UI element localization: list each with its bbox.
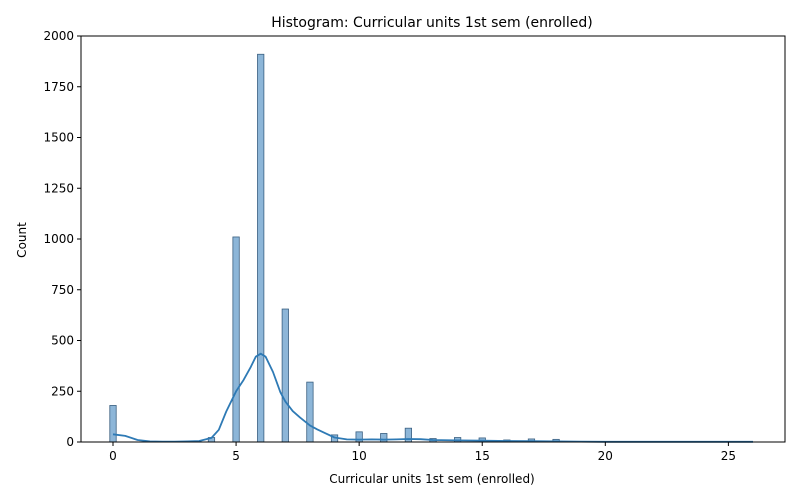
y-tick-label-0: 0 (66, 435, 74, 449)
y-tick-label-6: 1500 (43, 131, 74, 145)
x-axis-ticks: 0 5 10 15 20 25 (109, 442, 736, 463)
histogram-bar-2 (232, 236, 240, 443)
kde-curve (112, 352, 753, 443)
y-tick-label-5: 1250 (43, 181, 74, 195)
x-tick-label-5: 25 (721, 449, 736, 463)
histogram-bar-4 (281, 308, 289, 443)
x-tick-label-0: 0 (109, 449, 117, 463)
y-axis-label: Count (15, 222, 29, 258)
x-tick-label-1: 5 (232, 449, 240, 463)
plot-frame (80, 35, 786, 443)
y-tick-label-4: 1000 (43, 232, 74, 246)
x-axis-label: Curricular units 1st sem (enrolled) (329, 472, 535, 486)
histogram-bar-3 (257, 53, 265, 443)
x-tick-label-2: 10 (352, 449, 367, 463)
y-tick-label-2: 500 (51, 334, 74, 348)
kde-layer (112, 352, 753, 443)
y-tick-label-7: 1750 (43, 80, 74, 94)
y-tick-label-3: 750 (51, 283, 74, 297)
histogram-bar-8 (380, 433, 388, 443)
histogram-bar-5 (306, 381, 314, 443)
x-tick-label-4: 20 (598, 449, 613, 463)
plot-area (109, 53, 560, 443)
y-tick-label-8: 2000 (43, 29, 74, 43)
y-axis-ticks: 0 250 500 750 1000 1250 1500 1750 2000 (43, 29, 81, 449)
histogram-bar-0 (109, 405, 117, 443)
y-tick-label-1: 250 (51, 384, 74, 398)
chart-title: Histogram: Curricular units 1st sem (enr… (271, 15, 593, 31)
x-tick-label-3: 15 (475, 449, 490, 463)
